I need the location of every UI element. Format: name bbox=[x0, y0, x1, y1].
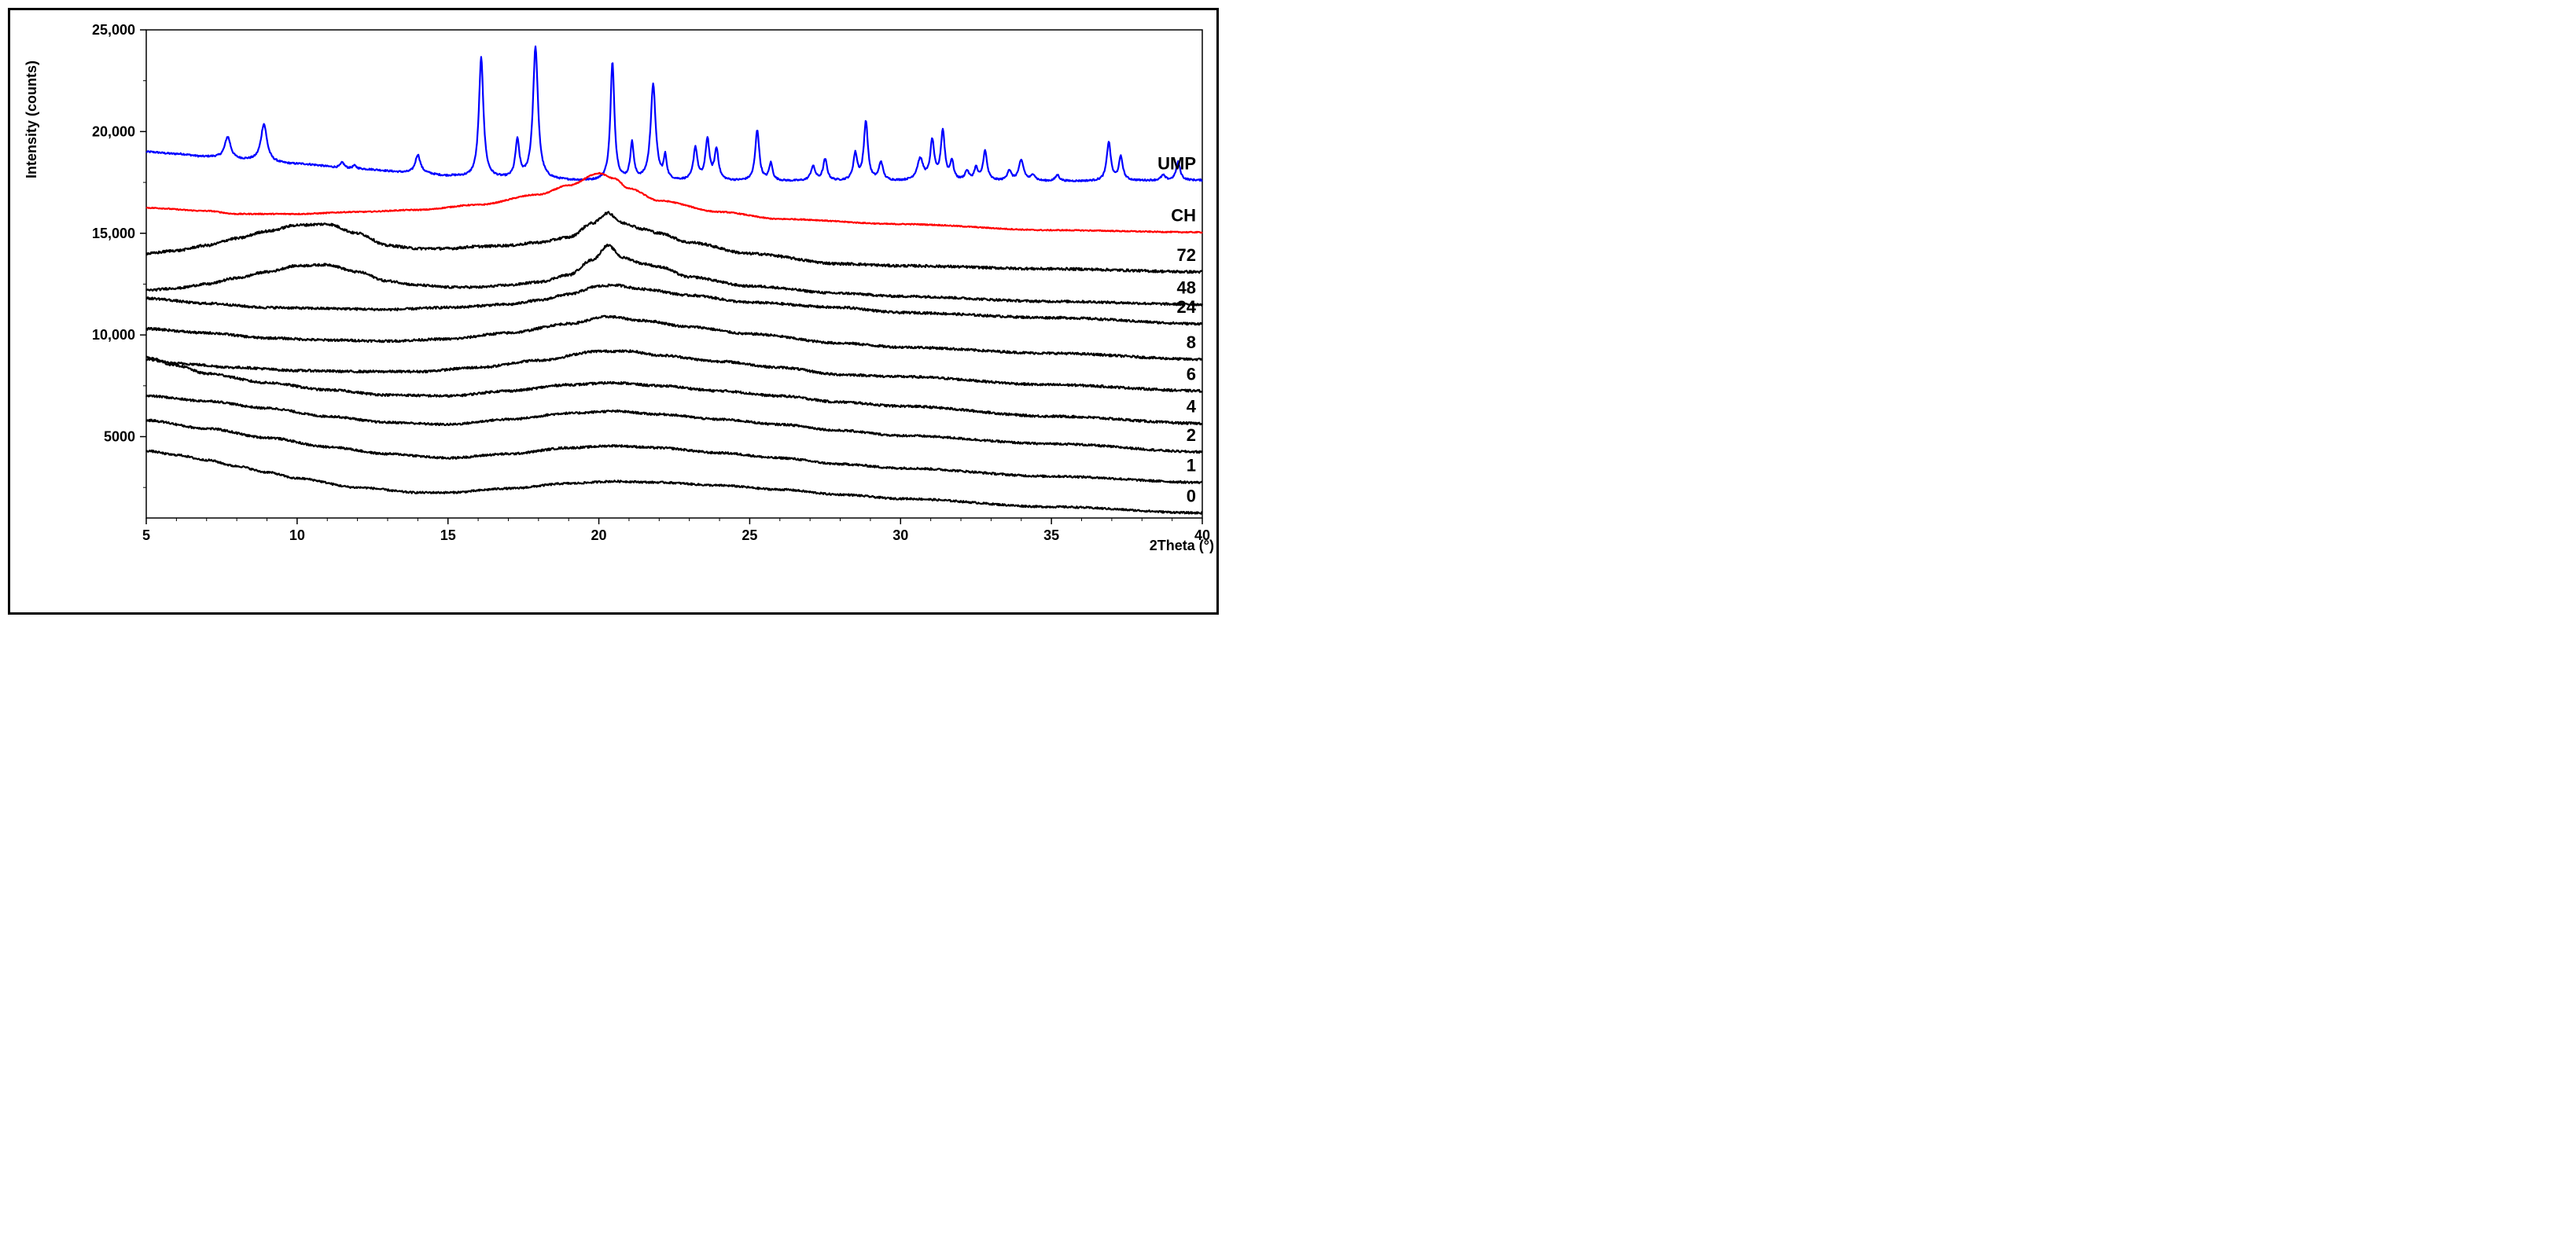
y-axis-title: Intensity (counts) bbox=[24, 61, 39, 178]
figure-frame bbox=[8, 8, 1219, 615]
series-line bbox=[145, 349, 1203, 393]
x-tick-label: 20 bbox=[591, 527, 607, 543]
series-line bbox=[145, 355, 1203, 426]
x-tick-label: 35 bbox=[1043, 527, 1059, 543]
x-tick-label: 40 bbox=[1194, 527, 1210, 543]
x-tick-label: 10 bbox=[289, 527, 305, 543]
plot-area bbox=[145, 29, 1203, 519]
y-tick-label: 15,000 bbox=[92, 226, 135, 241]
y-tick-label: 25,000 bbox=[92, 22, 135, 38]
series-label: UMP bbox=[1157, 153, 1196, 173]
series-label: 2 bbox=[1187, 425, 1196, 445]
series-line bbox=[145, 394, 1203, 454]
series-line bbox=[145, 314, 1203, 362]
series-label: 8 bbox=[1187, 332, 1196, 352]
series-lines bbox=[145, 45, 1204, 515]
series-line bbox=[145, 449, 1203, 515]
series-label: 6 bbox=[1187, 364, 1196, 384]
series-label: 48 bbox=[1177, 277, 1196, 297]
series-line bbox=[145, 243, 1204, 307]
y-tick-label: 5000 bbox=[104, 429, 135, 445]
x-tick-label: 5 bbox=[142, 527, 150, 543]
series-line bbox=[145, 211, 1203, 274]
x-axis: 5 10 15 20 25 30 35 40 bbox=[142, 518, 1210, 543]
x-tick-label: 25 bbox=[742, 527, 757, 543]
y-tick-label: 10,000 bbox=[92, 327, 135, 343]
series-label: 72 bbox=[1177, 245, 1196, 265]
series-line bbox=[145, 45, 1203, 182]
series-label: 4 bbox=[1187, 397, 1197, 417]
series-label: CH bbox=[1171, 205, 1196, 225]
y-tick-label: 20,000 bbox=[92, 123, 135, 139]
x-tick-label: 30 bbox=[892, 527, 908, 543]
series-label: 0 bbox=[1187, 487, 1196, 506]
series-line bbox=[145, 283, 1203, 326]
x-axis-title: 2Theta (°) bbox=[1150, 538, 1214, 553]
series-label: 24 bbox=[1177, 297, 1197, 317]
series-line bbox=[145, 418, 1203, 484]
y-axis: 5000 10,000 15,000 20,000 25,000 bbox=[92, 22, 146, 488]
series-label: 1 bbox=[1187, 456, 1196, 476]
x-tick-label: 15 bbox=[440, 527, 456, 543]
series-line bbox=[145, 171, 1203, 234]
